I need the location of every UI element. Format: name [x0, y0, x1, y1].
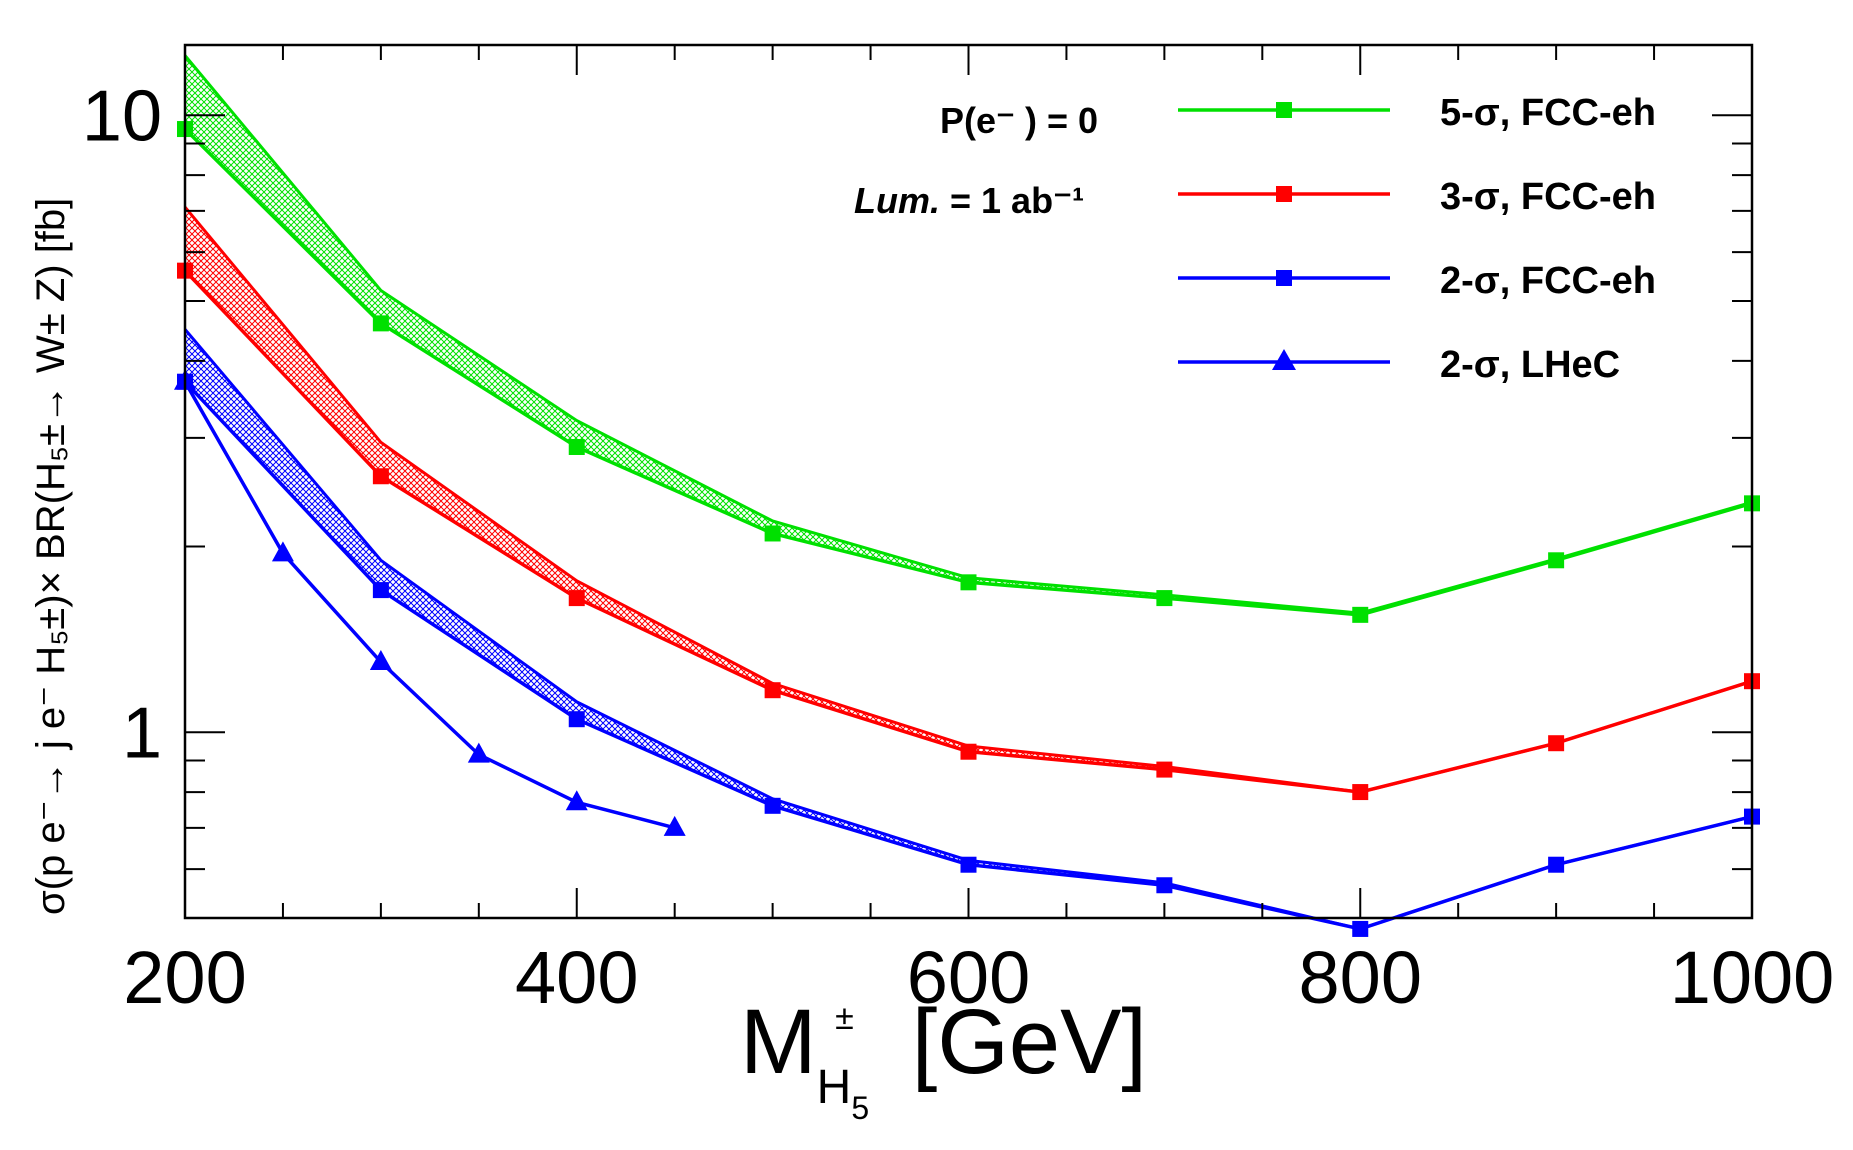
marker-5sigma-fcceh-900 — [1548, 552, 1565, 569]
x-axis-title: MH5 ± [GeV] — [740, 990, 1147, 1126]
data-markers — [174, 121, 1760, 937]
luminosity-value: = 1 ab⁻¹ — [940, 180, 1085, 221]
legend-marker-3sigma-fcceh — [1276, 186, 1292, 202]
marker-3sigma-fcceh-500 — [764, 682, 781, 699]
marker-5sigma-fcceh-700 — [1156, 590, 1173, 607]
marker-3sigma-fcceh-800 — [1352, 784, 1369, 801]
luminosity-label: Lum. = 1 ab⁻¹ — [854, 180, 1084, 222]
x-axis-title-sup: ± — [835, 999, 854, 1037]
polarization-label: P(e⁻ ) = 0 — [940, 100, 1099, 141]
marker-3sigma-fcceh-300 — [372, 468, 389, 485]
marker-5sigma-fcceh-500 — [764, 525, 781, 542]
series-line-2sigma-fcceh — [183, 380, 1753, 931]
x-tick-label-800: 800 — [1299, 936, 1422, 1019]
marker-5sigma-fcceh-300 — [372, 315, 389, 332]
x-axis-title-sub: H5 — [816, 1061, 870, 1126]
marker-2sigma-fcceh-500 — [764, 797, 781, 814]
marker-2sigma-fcceh-600 — [960, 856, 977, 873]
legend-marker-2sigma-fcceh — [1276, 270, 1292, 286]
y-tick-label-1: 1 — [122, 693, 162, 773]
legend-marker-5sigma-fcceh — [1276, 102, 1292, 118]
legend-label-2sigma-fcceh: 2-σ, FCC-eh — [1440, 260, 1656, 302]
marker-2sigma-lhec-250 — [271, 541, 294, 562]
luminosity-italic: Lum. — [854, 180, 940, 221]
marker-3sigma-fcceh-900 — [1548, 735, 1565, 752]
marker-2sigma-fcceh-300 — [372, 582, 389, 599]
marker-5sigma-fcceh-600 — [960, 574, 977, 591]
marker-2sigma-fcceh-700 — [1156, 877, 1173, 894]
y-tick-label-10: 10 — [82, 76, 162, 156]
band-2sigma-fcceh — [185, 329, 1752, 929]
marker-2sigma-fcceh-400 — [568, 711, 585, 728]
legend-marker-2sigma-lhec — [1272, 349, 1296, 370]
marker-2sigma-lhec-350 — [467, 742, 490, 763]
axis-ticks: 200 400 600 800 1000 1 10 — [82, 45, 1834, 1019]
marker-2sigma-lhec-300 — [369, 649, 392, 670]
x-tick-label-600: 600 — [907, 936, 1030, 1019]
band-upper-line-2sigma-fcceh — [183, 328, 1753, 931]
marker-2sigma-fcceh-900 — [1548, 856, 1565, 873]
x-tick-label-400: 400 — [515, 936, 638, 1019]
marker-5sigma-fcceh-400 — [568, 438, 585, 455]
marker-3sigma-fcceh-700 — [1156, 761, 1173, 778]
legend-label-5sigma-fcceh: 5-σ, FCC-eh — [1440, 92, 1656, 134]
legend-label-2sigma-lhec: 2-σ, LHeC — [1440, 344, 1621, 386]
marker-3sigma-fcceh-400 — [568, 590, 585, 607]
x-axis-title-m: M — [740, 991, 817, 1093]
legend-marks — [1178, 102, 1390, 370]
marker-2sigma-fcceh-800 — [1352, 920, 1369, 937]
x-tick-label-200: 200 — [123, 936, 246, 1019]
x-axis-title-unit: [GeV] — [911, 991, 1147, 1093]
marker-2sigma-lhec-400 — [565, 790, 588, 811]
marker-5sigma-fcceh-800 — [1352, 606, 1369, 623]
marker-3sigma-fcceh-600 — [960, 743, 977, 760]
series-line-2sigma-lhec — [183, 380, 676, 830]
x-axis-title-subsub: 5 — [851, 1090, 870, 1126]
marker-2sigma-lhec-450 — [663, 815, 686, 836]
x-tick-label-1000: 1000 — [1670, 936, 1835, 1019]
legend-label-3sigma-fcceh: 3-σ, FCC-eh — [1440, 176, 1656, 218]
y-axis-title: σ(p e⁻→ j e⁻ H₅±)× BR(H₅±→ W± Z) [fb] — [29, 197, 73, 915]
